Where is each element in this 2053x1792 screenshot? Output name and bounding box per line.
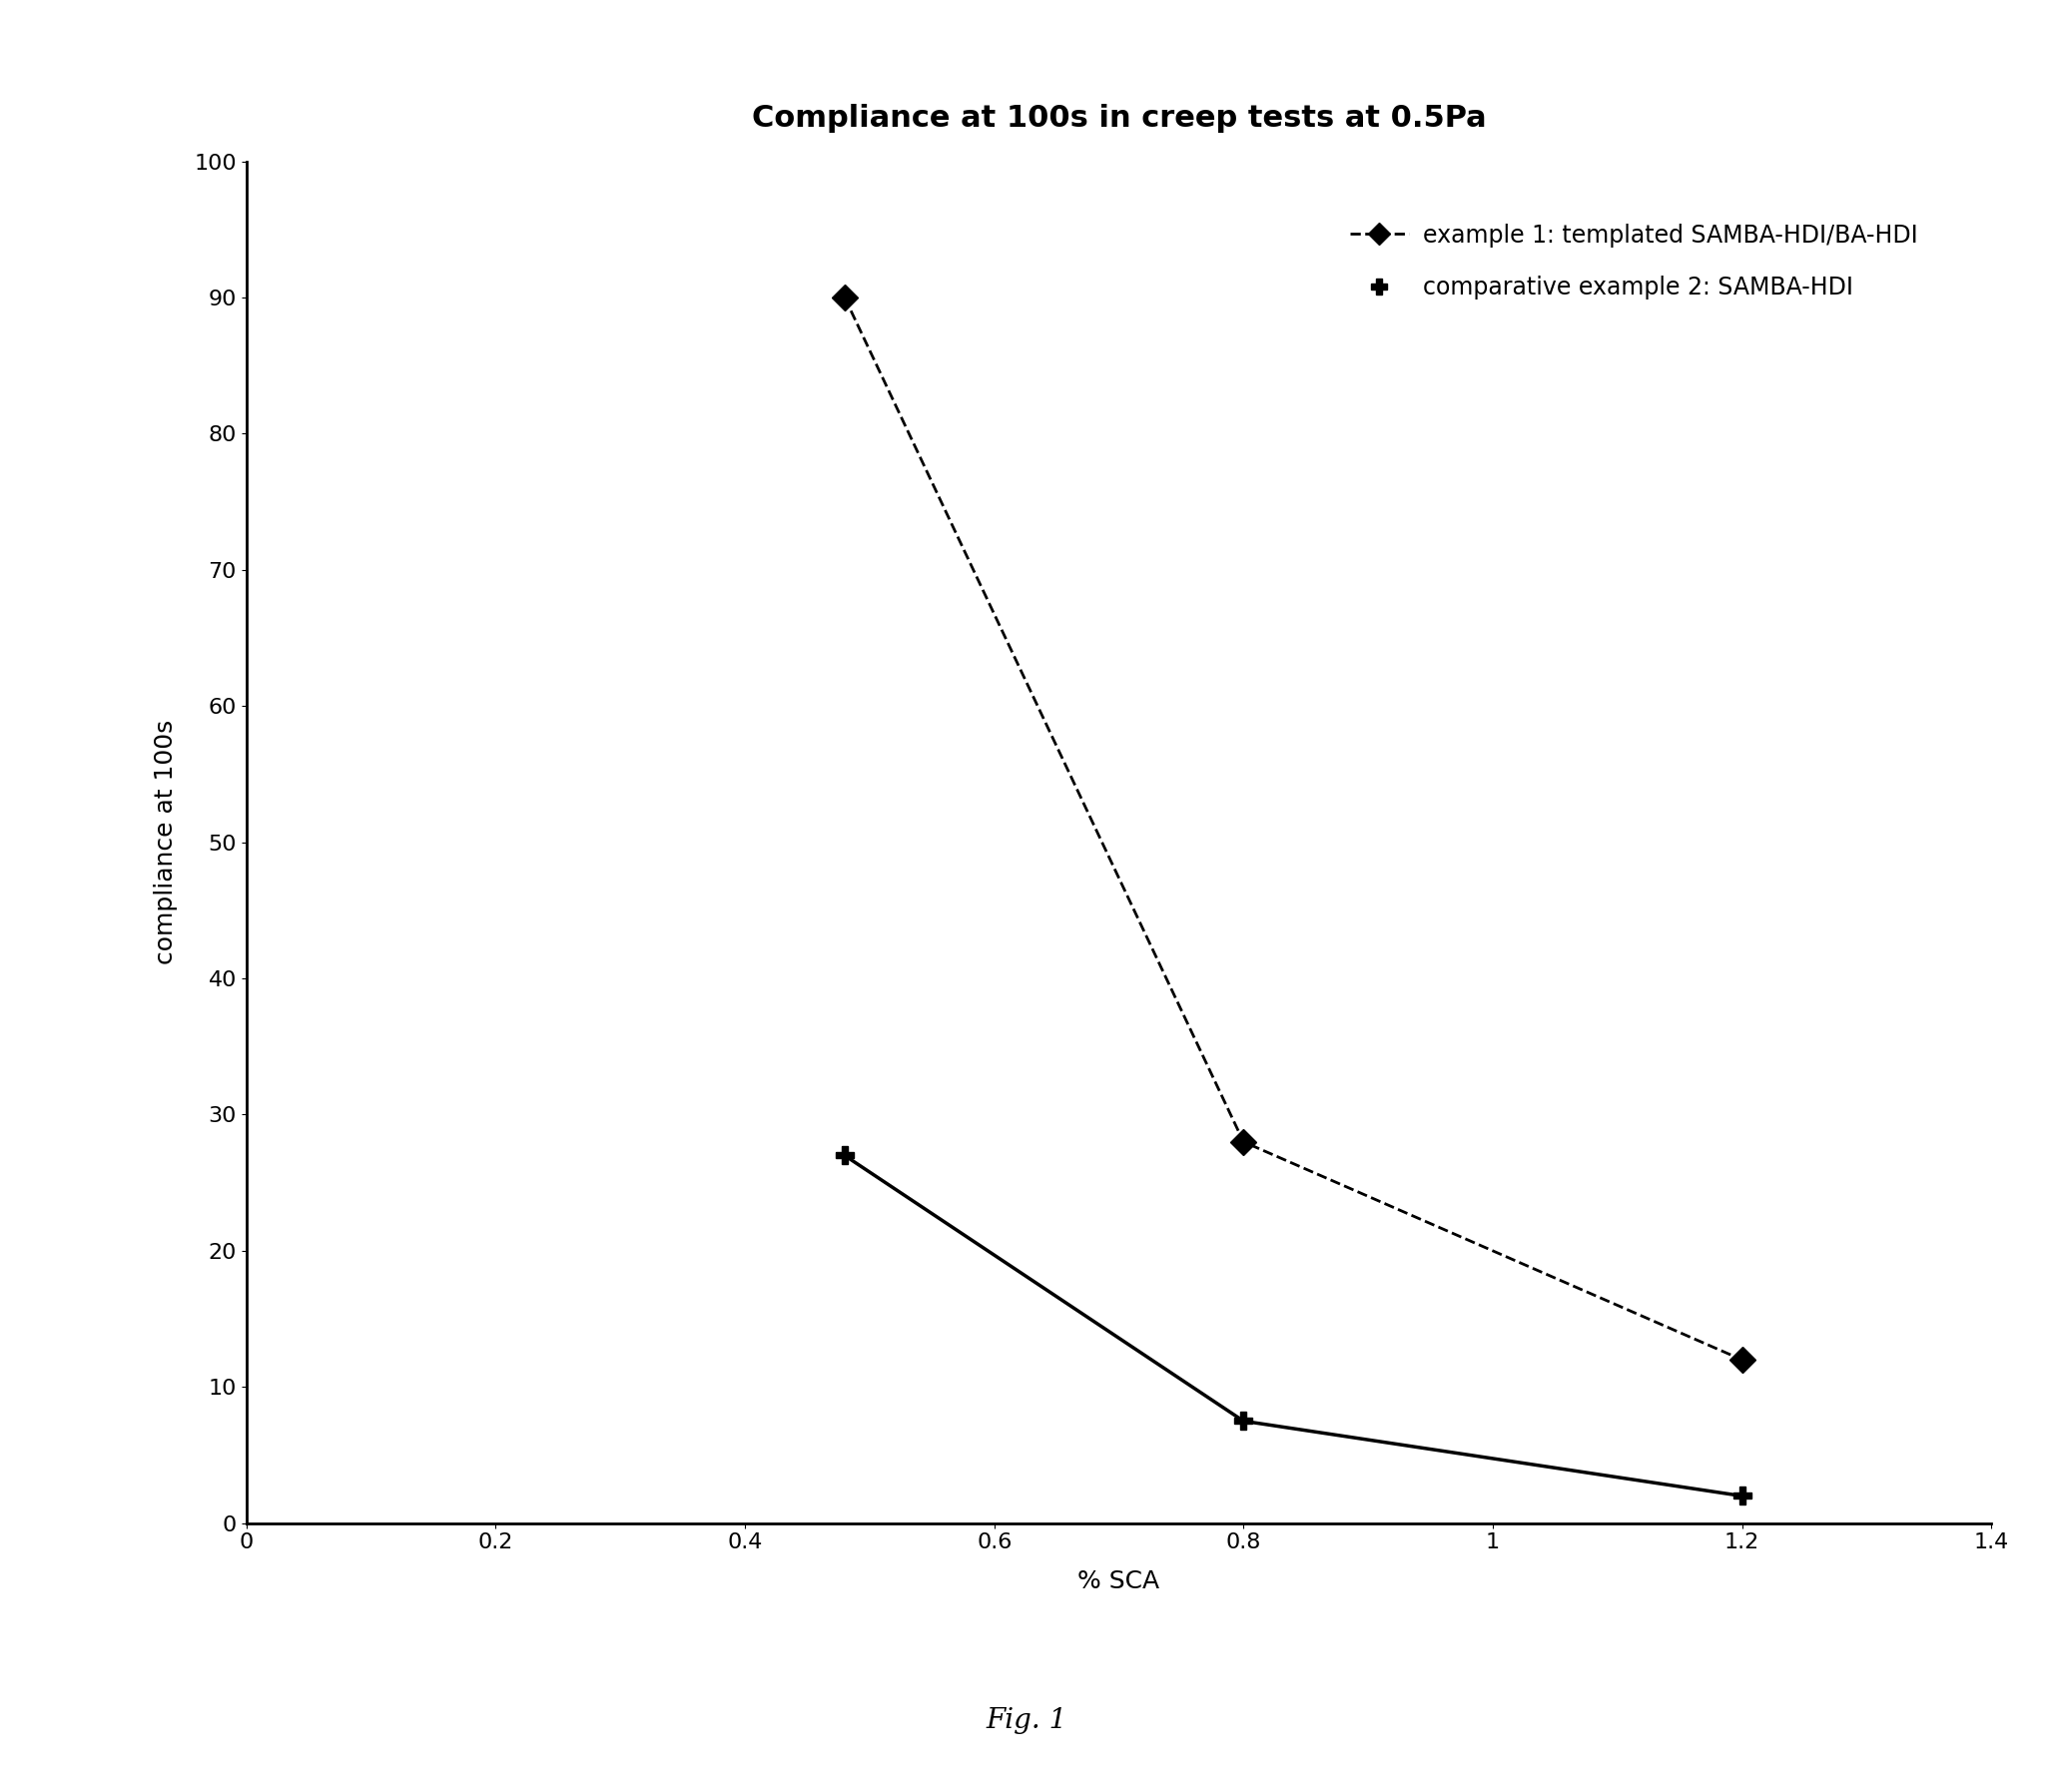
Title: Compliance at 100s in creep tests at 0.5Pa: Compliance at 100s in creep tests at 0.5… bbox=[751, 104, 1486, 133]
Legend: example 1: templated SAMBA-HDI/BA-HDI, comparative example 2: SAMBA-HDI: example 1: templated SAMBA-HDI/BA-HDI, c… bbox=[1341, 213, 1928, 308]
X-axis label: % SCA: % SCA bbox=[1078, 1570, 1160, 1593]
Text: Fig. 1: Fig. 1 bbox=[985, 1706, 1068, 1735]
Y-axis label: compliance at 100s: compliance at 100s bbox=[154, 720, 177, 964]
